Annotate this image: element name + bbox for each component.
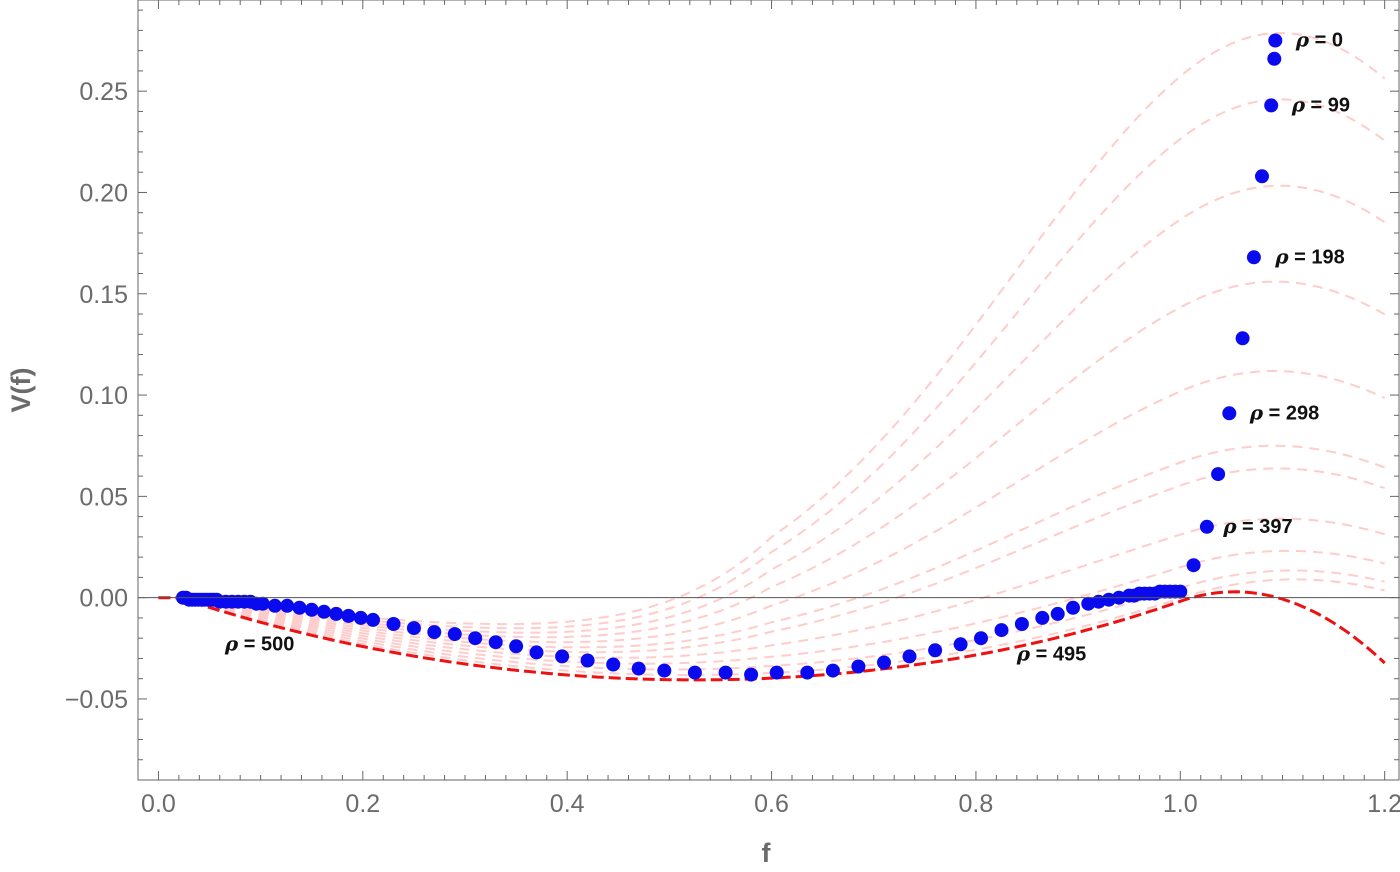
data-point: [427, 625, 442, 640]
data-point: [657, 663, 672, 678]
potential-curves: [158, 31, 1386, 682]
potential-curve: [158, 184, 1386, 634]
potential-curve: [158, 444, 1386, 649]
plot-frame: [137, 0, 1400, 781]
data-point: [280, 598, 295, 613]
data-point: [953, 637, 968, 652]
data-point: [341, 608, 356, 623]
data-point: [1186, 558, 1201, 573]
data-point: [974, 631, 988, 646]
data-point: [1267, 51, 1282, 66]
final-potential-curve: [158, 590, 1386, 682]
y-tick-label: 0.25: [79, 78, 128, 106]
potential-curve: [158, 569, 1385, 671]
data-point: [928, 643, 943, 658]
potential-curve: [158, 280, 1386, 639]
y-tick-label: 0.10: [79, 382, 128, 410]
data-point: [687, 665, 702, 680]
rho-annotation: ρ = 0: [1295, 28, 1343, 52]
data-point: [1268, 33, 1283, 48]
data-point: [255, 596, 270, 611]
data-point: [1199, 519, 1214, 534]
data-point: [1211, 467, 1226, 482]
data-point: [353, 610, 368, 625]
data-point: [267, 598, 282, 613]
data-point: [1264, 98, 1279, 113]
data-point: [406, 621, 421, 636]
data-point: [1066, 600, 1080, 615]
data-point: [366, 612, 380, 627]
potential-curve: [158, 578, 1385, 676]
data-point: [292, 600, 307, 615]
data-point: [769, 665, 784, 680]
data-point: [851, 659, 866, 674]
data-point: [877, 655, 891, 670]
data-point: [825, 663, 840, 678]
data-point: [1235, 331, 1250, 346]
x-tick-label: 0.4: [550, 790, 585, 818]
x-tick-label: 0.2: [345, 790, 380, 818]
y-tick-label: −0.05: [65, 686, 128, 714]
potential-curve: [158, 467, 1386, 654]
data-point: [580, 653, 595, 668]
y-tick-label: 0.05: [79, 483, 128, 511]
data-point: [1035, 610, 1050, 625]
data-point: [606, 657, 621, 672]
x-tick-label: 0.0: [141, 790, 176, 818]
data-point: [902, 649, 917, 664]
y-tick-label: 0.20: [79, 179, 128, 207]
potential-curve: [158, 31, 1386, 626]
y-tick-label: 0.15: [79, 281, 128, 309]
data-point: [800, 665, 815, 680]
data-point: [631, 661, 646, 676]
data-point: [317, 604, 331, 619]
data-point: [718, 665, 733, 680]
x-axis-title: f: [762, 838, 772, 868]
data-point: [329, 606, 344, 621]
data-points: [176, 33, 1283, 682]
data-point: [386, 617, 401, 631]
x-tick-label: 0.6: [754, 790, 789, 818]
rho-annotation: ρ = 397: [1222, 514, 1292, 538]
data-point: [304, 602, 319, 617]
plot-border: [137, 0, 1400, 781]
x-tick-label: 0.8: [959, 790, 994, 818]
data-point: [1246, 250, 1261, 265]
data-point: [468, 631, 483, 646]
data-point: [1173, 584, 1188, 599]
data-point: [529, 645, 544, 660]
data-point: [488, 635, 503, 650]
x-tick-label: 1.0: [1163, 790, 1198, 818]
rho-annotation: ρ = 500: [224, 631, 294, 655]
data-point: [1014, 617, 1029, 631]
axis-ticks: 0.0 0.2 0.4 0.6 0.8 1.0 1.2 −0.05 0.00 0.05 0.10 0.…: [65, 0, 1400, 818]
data-point: [509, 639, 524, 654]
rho-annotation: ρ = 495: [1016, 642, 1086, 666]
data-point: [744, 667, 759, 682]
data-point: [1050, 606, 1065, 621]
y-axis-title: V(f): [6, 368, 36, 413]
data-point: [1255, 169, 1269, 184]
data-point: [447, 627, 462, 642]
potential-curve: [158, 549, 1385, 665]
x-tick-label: 1.2: [1367, 790, 1400, 818]
rho-annotation: ρ = 298: [1249, 400, 1319, 424]
rho-annotation: ρ = 99: [1291, 92, 1350, 116]
y-tick-label: 0.00: [79, 585, 128, 613]
annotations: ρ = 0 ρ = 99 ρ = 198 ρ = 298 ρ = 397 ρ = 500 ρ…: [224, 28, 1350, 666]
potential-curve: [158, 517, 1385, 659]
potential-curve: [158, 369, 1386, 644]
data-point: [994, 623, 1009, 638]
data-point: [555, 649, 570, 664]
rho-annotation: ρ = 198: [1274, 244, 1344, 268]
data-point: [1222, 406, 1237, 421]
potential-curve: [158, 98, 1386, 630]
